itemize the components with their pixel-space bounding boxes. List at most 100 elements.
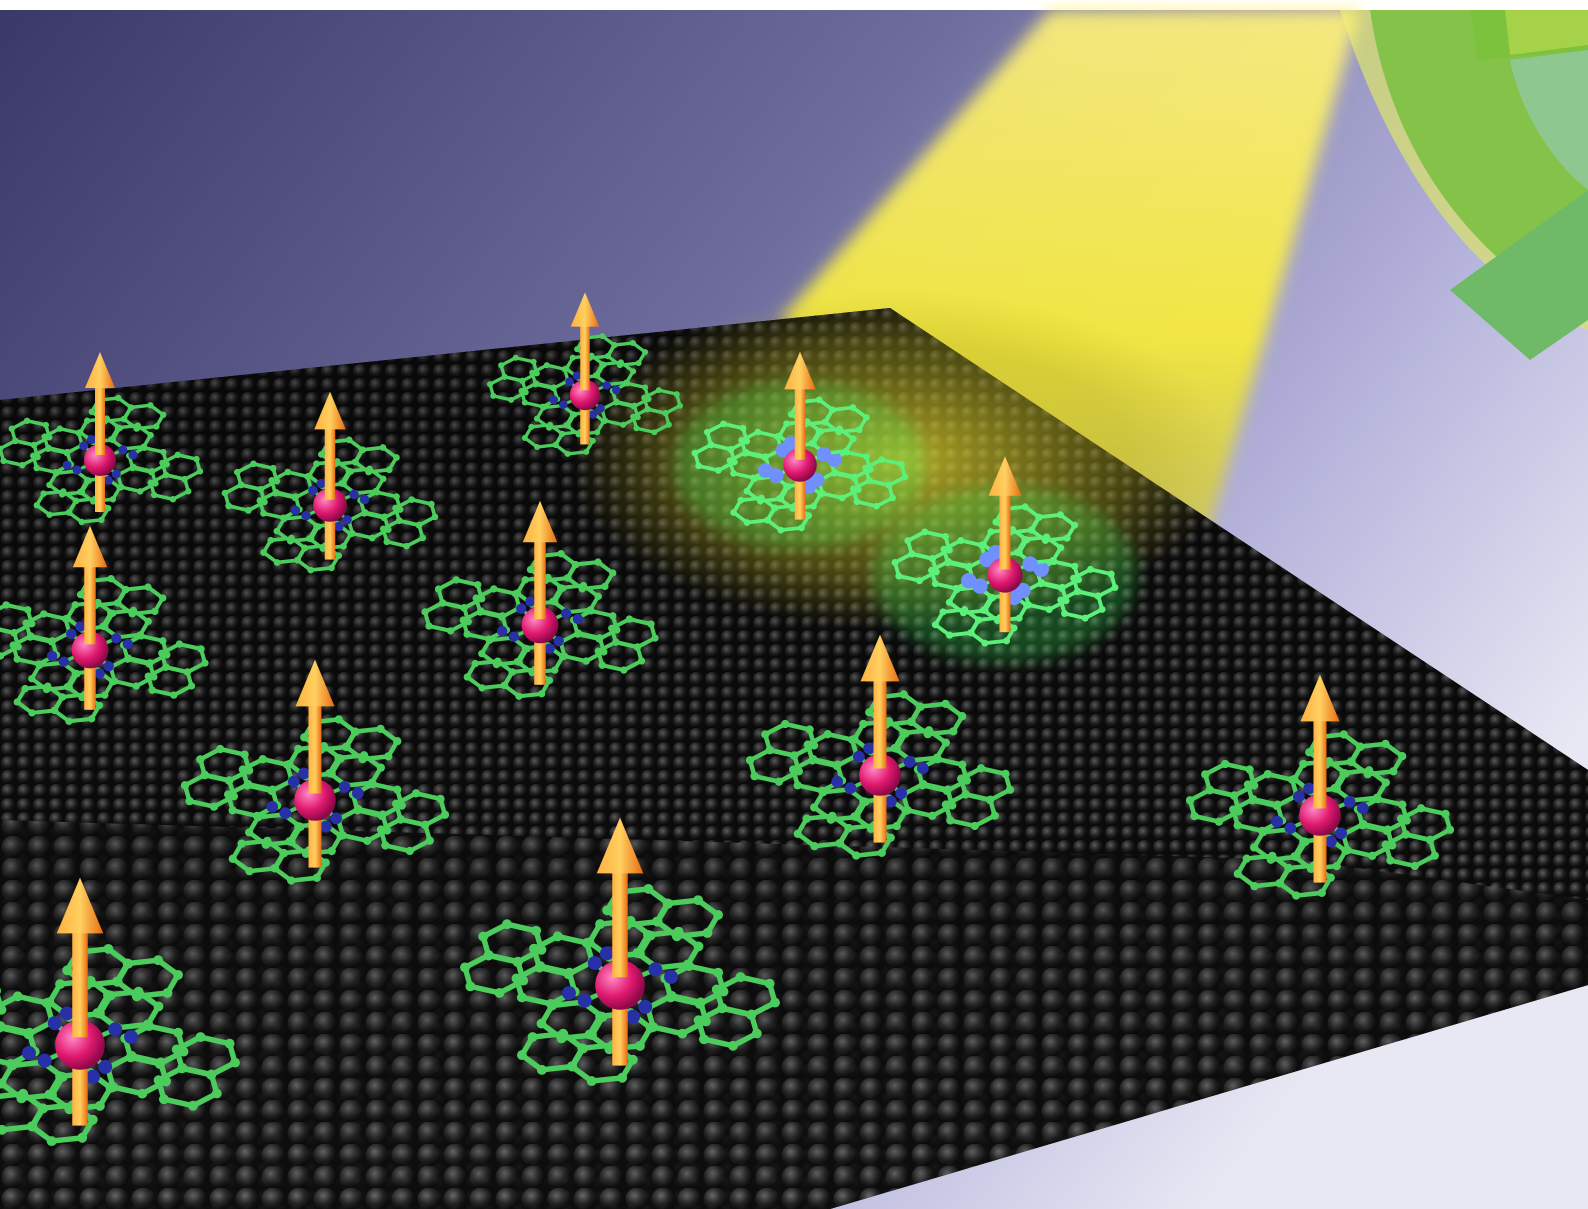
carbon-atom	[943, 785, 952, 794]
carbon-atom	[1301, 837, 1310, 846]
carbon-atom	[859, 719, 868, 729]
nitrogen-atom	[62, 460, 72, 470]
arrow-shaft	[308, 702, 322, 794]
arrow-head	[72, 525, 108, 568]
carbon-atom	[73, 670, 81, 678]
carbon-atom	[665, 421, 672, 428]
carbon-atom	[890, 744, 899, 753]
carbon-atom	[941, 738, 950, 747]
carbon-atom	[537, 690, 546, 698]
carbon-atom	[197, 645, 205, 653]
carbon-atom	[564, 450, 571, 457]
carbon-atom	[361, 508, 369, 516]
carbon-atom	[367, 778, 377, 787]
nitrogen-atom	[816, 447, 832, 462]
carbon-atom	[151, 607, 159, 616]
carbon-atom	[183, 668, 192, 676]
nitrogen-atom	[599, 946, 614, 961]
carbon-atom	[376, 763, 385, 772]
carbon-atom	[623, 379, 630, 386]
carbon-atom	[1205, 786, 1214, 795]
carbon-atom	[558, 1028, 569, 1039]
carbon-atom	[273, 527, 281, 535]
carbon-atom	[358, 754, 367, 764]
carbon-atom	[838, 494, 846, 502]
carbon-atom	[536, 1064, 547, 1075]
arrow-head	[784, 351, 816, 390]
carbon-atom	[285, 759, 294, 769]
carbon-atom	[291, 494, 299, 502]
carbon-atom	[18, 1088, 29, 1099]
carbon-atom	[906, 717, 916, 726]
carbon-atom	[515, 692, 523, 700]
carbon-atom	[844, 824, 854, 833]
carbon-atom	[637, 657, 646, 665]
nitrogen-atom	[359, 494, 370, 505]
carbon-atom	[583, 448, 590, 455]
carbon-atom	[1005, 785, 1015, 794]
carbon-atom	[931, 580, 939, 588]
carbon-atom	[987, 528, 995, 536]
carbon-atom	[153, 423, 160, 430]
carbon-atom	[195, 1032, 206, 1043]
carbon-atom	[1332, 861, 1341, 871]
carbon-atom	[810, 841, 819, 851]
carbon-atom	[758, 494, 765, 502]
carbon-atom	[895, 572, 903, 580]
carbon-atom	[1003, 637, 1011, 645]
carbon-atom	[87, 1114, 98, 1125]
carbon-atom	[534, 443, 541, 451]
carbon-atom	[749, 474, 757, 482]
carbon-atom	[245, 828, 254, 837]
carbon-atom	[260, 549, 267, 556]
carbon-atom	[642, 384, 649, 391]
carbon-atom	[173, 969, 184, 980]
carbon-atom	[108, 436, 115, 443]
carbon-atom	[915, 702, 925, 711]
carbon-atom	[849, 404, 857, 411]
carbon-atom	[46, 481, 53, 489]
carbon-atom	[287, 837, 296, 847]
nitrogen-atom	[128, 450, 138, 460]
carbon-atom	[95, 701, 104, 710]
carbon-atom	[136, 488, 144, 495]
carbon-atom	[886, 833, 895, 842]
carbon-atom	[530, 358, 537, 365]
carbon-atom	[228, 854, 237, 863]
carbon-atom	[594, 429, 601, 436]
carbon-atom	[160, 411, 167, 418]
nitrogen-atom	[1325, 835, 1337, 848]
carbon-atom	[730, 469, 737, 477]
carbon-atom	[633, 643, 642, 651]
nitrogen-atom	[1284, 822, 1297, 834]
carbon-atom	[944, 559, 952, 567]
arrow-shaft	[873, 677, 887, 769]
carbon-atom	[393, 785, 402, 794]
arrow-shaft-lower	[84, 650, 96, 710]
carbon-atom	[604, 353, 611, 360]
carbon-atom	[941, 533, 949, 541]
nitrogen-atom	[588, 410, 598, 419]
carbon-atom	[476, 608, 484, 616]
carbon-atom	[114, 424, 122, 431]
carbon-atom	[1368, 851, 1377, 860]
carbon-atom	[852, 851, 861, 860]
carbon-atom	[209, 802, 219, 811]
carbon-atom	[1292, 891, 1301, 900]
carbon-atom	[76, 590, 85, 599]
carbon-atom	[673, 391, 680, 398]
carbon-atom	[63, 449, 70, 457]
carbon-atom	[970, 821, 979, 831]
carbon-atom	[731, 458, 738, 466]
carbon-atom	[345, 436, 353, 444]
carbon-atom	[526, 565, 535, 574]
carbon-atom	[783, 420, 790, 428]
carbon-atom	[569, 354, 576, 361]
carbon-atom	[828, 406, 836, 414]
carbon-atom	[136, 631, 145, 639]
carbon-atom	[354, 804, 363, 814]
carbon-atom	[630, 413, 637, 420]
carbon-atom	[1326, 873, 1335, 882]
nitrogen-atom	[612, 385, 621, 395]
carbon-atom	[257, 486, 265, 493]
